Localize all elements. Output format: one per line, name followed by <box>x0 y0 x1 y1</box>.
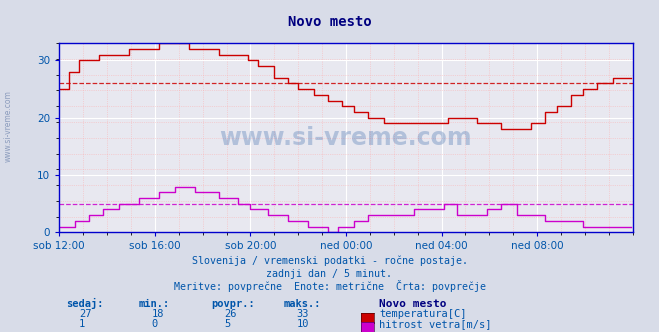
Text: Novo mesto: Novo mesto <box>379 299 446 309</box>
Text: 33: 33 <box>297 309 309 319</box>
Text: temperatura[C]: temperatura[C] <box>379 309 467 319</box>
Text: 10: 10 <box>297 319 309 329</box>
Text: zadnji dan / 5 minut.: zadnji dan / 5 minut. <box>266 269 393 279</box>
Text: sedaj:: sedaj: <box>66 298 103 309</box>
Text: 1: 1 <box>79 319 85 329</box>
Text: min.:: min.: <box>138 299 169 309</box>
Text: maks.:: maks.: <box>283 299 321 309</box>
Text: 27: 27 <box>79 309 92 319</box>
Text: 18: 18 <box>152 309 164 319</box>
Text: 5: 5 <box>224 319 230 329</box>
Text: Slovenija / vremenski podatki - ročne postaje.: Slovenija / vremenski podatki - ročne po… <box>192 255 467 266</box>
Text: 26: 26 <box>224 309 237 319</box>
Text: Novo mesto: Novo mesto <box>287 15 372 29</box>
Text: Meritve: povprečne  Enote: metrične  Črta: povprečje: Meritve: povprečne Enote: metrične Črta:… <box>173 281 486 292</box>
Text: 0: 0 <box>152 319 158 329</box>
Text: www.si-vreme.com: www.si-vreme.com <box>4 90 13 162</box>
Text: www.si-vreme.com: www.si-vreme.com <box>219 126 473 150</box>
Text: hitrost vetra[m/s]: hitrost vetra[m/s] <box>379 319 492 329</box>
Text: povpr.:: povpr.: <box>211 299 254 309</box>
